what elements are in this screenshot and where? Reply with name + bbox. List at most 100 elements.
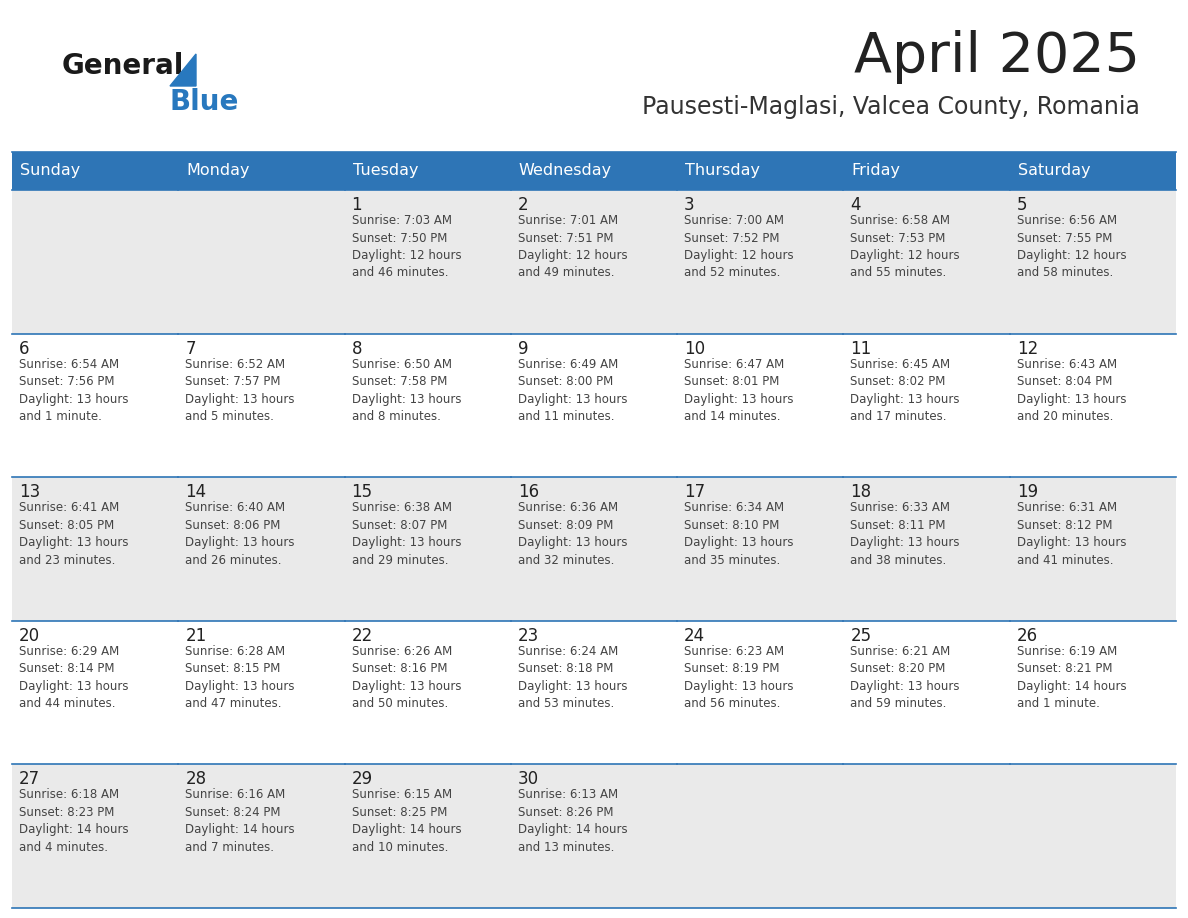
Text: 8: 8 xyxy=(352,340,362,358)
Bar xyxy=(1010,152,1176,190)
Text: 7: 7 xyxy=(185,340,196,358)
Text: 26: 26 xyxy=(1017,627,1038,644)
Text: 19: 19 xyxy=(1017,483,1038,501)
Text: 30: 30 xyxy=(518,770,539,789)
Text: Sunrise: 6:33 AM
Sunset: 8:11 PM
Daylight: 13 hours
and 38 minutes.: Sunrise: 6:33 AM Sunset: 8:11 PM Dayligh… xyxy=(851,501,960,566)
Text: 9: 9 xyxy=(518,340,529,358)
Text: Sunrise: 6:18 AM
Sunset: 8:23 PM
Daylight: 14 hours
and 4 minutes.: Sunrise: 6:18 AM Sunset: 8:23 PM Dayligh… xyxy=(19,789,128,854)
Bar xyxy=(677,333,843,477)
Text: Sunday: Sunday xyxy=(20,163,81,178)
Bar xyxy=(12,333,178,477)
Text: Sunrise: 6:54 AM
Sunset: 7:56 PM
Daylight: 13 hours
and 1 minute.: Sunrise: 6:54 AM Sunset: 7:56 PM Dayligh… xyxy=(19,358,128,423)
Text: 22: 22 xyxy=(352,627,373,644)
Bar xyxy=(511,152,677,190)
Text: Saturday: Saturday xyxy=(1018,163,1091,178)
Text: 29: 29 xyxy=(352,770,373,789)
Text: Tuesday: Tuesday xyxy=(353,163,418,178)
Bar xyxy=(345,477,511,621)
Bar xyxy=(1010,621,1176,765)
Text: 14: 14 xyxy=(185,483,207,501)
Text: Sunrise: 6:15 AM
Sunset: 8:25 PM
Daylight: 14 hours
and 10 minutes.: Sunrise: 6:15 AM Sunset: 8:25 PM Dayligh… xyxy=(352,789,461,854)
Text: Sunrise: 6:38 AM
Sunset: 8:07 PM
Daylight: 13 hours
and 29 minutes.: Sunrise: 6:38 AM Sunset: 8:07 PM Dayligh… xyxy=(352,501,461,566)
Text: 25: 25 xyxy=(851,627,872,644)
Text: 12: 12 xyxy=(1017,340,1038,358)
Text: Sunrise: 6:16 AM
Sunset: 8:24 PM
Daylight: 14 hours
and 7 minutes.: Sunrise: 6:16 AM Sunset: 8:24 PM Dayligh… xyxy=(185,789,295,854)
Bar xyxy=(178,152,345,190)
Text: 17: 17 xyxy=(684,483,706,501)
Bar xyxy=(178,190,345,333)
Bar xyxy=(1010,477,1176,621)
Text: 20: 20 xyxy=(19,627,40,644)
Text: 27: 27 xyxy=(19,770,40,789)
Bar xyxy=(843,152,1010,190)
Text: Sunrise: 6:49 AM
Sunset: 8:00 PM
Daylight: 13 hours
and 11 minutes.: Sunrise: 6:49 AM Sunset: 8:00 PM Dayligh… xyxy=(518,358,627,423)
Bar xyxy=(12,190,178,333)
Bar xyxy=(677,152,843,190)
Bar xyxy=(511,190,677,333)
Bar xyxy=(345,621,511,765)
Bar xyxy=(677,190,843,333)
Text: Sunrise: 6:56 AM
Sunset: 7:55 PM
Daylight: 12 hours
and 58 minutes.: Sunrise: 6:56 AM Sunset: 7:55 PM Dayligh… xyxy=(1017,214,1126,279)
Text: Sunrise: 6:43 AM
Sunset: 8:04 PM
Daylight: 13 hours
and 20 minutes.: Sunrise: 6:43 AM Sunset: 8:04 PM Dayligh… xyxy=(1017,358,1126,423)
Text: Sunrise: 6:26 AM
Sunset: 8:16 PM
Daylight: 13 hours
and 50 minutes.: Sunrise: 6:26 AM Sunset: 8:16 PM Dayligh… xyxy=(352,644,461,711)
Bar xyxy=(1010,333,1176,477)
Bar xyxy=(345,333,511,477)
Bar xyxy=(345,190,511,333)
Text: 18: 18 xyxy=(851,483,872,501)
Bar xyxy=(12,152,178,190)
Bar xyxy=(511,333,677,477)
Bar xyxy=(345,152,511,190)
Text: 13: 13 xyxy=(19,483,40,501)
Bar xyxy=(677,477,843,621)
Polygon shape xyxy=(170,54,196,86)
Text: Monday: Monday xyxy=(187,163,249,178)
Text: Sunrise: 6:31 AM
Sunset: 8:12 PM
Daylight: 13 hours
and 41 minutes.: Sunrise: 6:31 AM Sunset: 8:12 PM Dayligh… xyxy=(1017,501,1126,566)
Text: Sunrise: 6:29 AM
Sunset: 8:14 PM
Daylight: 13 hours
and 44 minutes.: Sunrise: 6:29 AM Sunset: 8:14 PM Dayligh… xyxy=(19,644,128,711)
Text: Sunrise: 7:03 AM
Sunset: 7:50 PM
Daylight: 12 hours
and 46 minutes.: Sunrise: 7:03 AM Sunset: 7:50 PM Dayligh… xyxy=(352,214,461,279)
Text: Sunrise: 6:36 AM
Sunset: 8:09 PM
Daylight: 13 hours
and 32 minutes.: Sunrise: 6:36 AM Sunset: 8:09 PM Dayligh… xyxy=(518,501,627,566)
Bar xyxy=(843,190,1010,333)
Bar xyxy=(511,765,677,908)
Bar xyxy=(843,765,1010,908)
Text: 6: 6 xyxy=(19,340,30,358)
Text: Sunrise: 6:47 AM
Sunset: 8:01 PM
Daylight: 13 hours
and 14 minutes.: Sunrise: 6:47 AM Sunset: 8:01 PM Dayligh… xyxy=(684,358,794,423)
Bar xyxy=(511,621,677,765)
Text: Sunrise: 6:40 AM
Sunset: 8:06 PM
Daylight: 13 hours
and 26 minutes.: Sunrise: 6:40 AM Sunset: 8:06 PM Dayligh… xyxy=(185,501,295,566)
Text: 23: 23 xyxy=(518,627,539,644)
Text: 5: 5 xyxy=(1017,196,1028,214)
Bar xyxy=(178,477,345,621)
Bar xyxy=(843,477,1010,621)
Text: Sunrise: 6:50 AM
Sunset: 7:58 PM
Daylight: 13 hours
and 8 minutes.: Sunrise: 6:50 AM Sunset: 7:58 PM Dayligh… xyxy=(352,358,461,423)
Bar xyxy=(677,765,843,908)
Text: 11: 11 xyxy=(851,340,872,358)
Text: Sunrise: 6:23 AM
Sunset: 8:19 PM
Daylight: 13 hours
and 56 minutes.: Sunrise: 6:23 AM Sunset: 8:19 PM Dayligh… xyxy=(684,644,794,711)
Bar xyxy=(12,765,178,908)
Text: Friday: Friday xyxy=(852,163,901,178)
Text: Sunrise: 6:52 AM
Sunset: 7:57 PM
Daylight: 13 hours
and 5 minutes.: Sunrise: 6:52 AM Sunset: 7:57 PM Dayligh… xyxy=(185,358,295,423)
Bar xyxy=(677,621,843,765)
Text: 28: 28 xyxy=(185,770,207,789)
Text: Sunrise: 6:34 AM
Sunset: 8:10 PM
Daylight: 13 hours
and 35 minutes.: Sunrise: 6:34 AM Sunset: 8:10 PM Dayligh… xyxy=(684,501,794,566)
Text: Sunrise: 6:24 AM
Sunset: 8:18 PM
Daylight: 13 hours
and 53 minutes.: Sunrise: 6:24 AM Sunset: 8:18 PM Dayligh… xyxy=(518,644,627,711)
Bar xyxy=(1010,765,1176,908)
Text: Sunrise: 6:28 AM
Sunset: 8:15 PM
Daylight: 13 hours
and 47 minutes.: Sunrise: 6:28 AM Sunset: 8:15 PM Dayligh… xyxy=(185,644,295,711)
Text: 1: 1 xyxy=(352,196,362,214)
Text: Sunrise: 6:41 AM
Sunset: 8:05 PM
Daylight: 13 hours
and 23 minutes.: Sunrise: 6:41 AM Sunset: 8:05 PM Dayligh… xyxy=(19,501,128,566)
Bar xyxy=(843,621,1010,765)
Bar xyxy=(1010,190,1176,333)
Bar xyxy=(12,621,178,765)
Bar xyxy=(12,477,178,621)
Text: Sunrise: 7:01 AM
Sunset: 7:51 PM
Daylight: 12 hours
and 49 minutes.: Sunrise: 7:01 AM Sunset: 7:51 PM Dayligh… xyxy=(518,214,627,279)
Text: 15: 15 xyxy=(352,483,373,501)
Bar xyxy=(511,477,677,621)
Text: Wednesday: Wednesday xyxy=(519,163,612,178)
Text: Pausesti-Maglasi, Valcea County, Romania: Pausesti-Maglasi, Valcea County, Romania xyxy=(643,95,1140,119)
Text: 24: 24 xyxy=(684,627,706,644)
Text: General: General xyxy=(62,52,184,80)
Text: Sunrise: 6:45 AM
Sunset: 8:02 PM
Daylight: 13 hours
and 17 minutes.: Sunrise: 6:45 AM Sunset: 8:02 PM Dayligh… xyxy=(851,358,960,423)
Bar xyxy=(178,765,345,908)
Text: Thursday: Thursday xyxy=(685,163,760,178)
Bar xyxy=(178,333,345,477)
Text: Sunrise: 6:21 AM
Sunset: 8:20 PM
Daylight: 13 hours
and 59 minutes.: Sunrise: 6:21 AM Sunset: 8:20 PM Dayligh… xyxy=(851,644,960,711)
Text: Blue: Blue xyxy=(170,88,239,116)
